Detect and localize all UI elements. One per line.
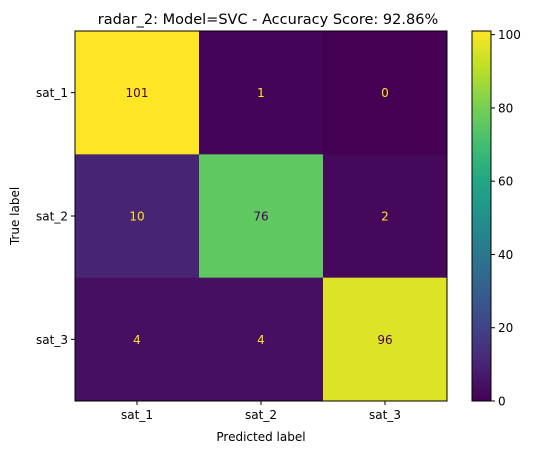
- y-tick-label: sat_3: [36, 333, 68, 347]
- heatmap-cell: [323, 277, 448, 402]
- colorbar-tick-label: 60: [498, 175, 513, 189]
- y-axis-label: True label: [8, 187, 22, 246]
- heatmap-cell: [199, 154, 324, 279]
- heatmap-cell: [199, 31, 324, 155]
- cell-value-label: 4: [257, 333, 265, 347]
- heatmap-cell: [323, 154, 448, 279]
- colorbar: [471, 30, 492, 402]
- cell-value-label: 4: [133, 333, 141, 347]
- heatmap-cell: [75, 154, 200, 279]
- cell-value-label: 76: [253, 210, 268, 224]
- colorbar-tick-label: 80: [498, 101, 513, 115]
- y-tick-label: sat_2: [36, 210, 68, 224]
- cell-value-label: 10: [129, 210, 144, 224]
- cell-value-labels: 101 1 010 76 24 4 96: [126, 86, 393, 347]
- cell-value-label: 2: [381, 210, 389, 224]
- y-axis-ticks: sat_1 sat_2 sat_3: [36, 86, 75, 347]
- heatmap-cell: [75, 277, 200, 402]
- cell-value-label: 0: [381, 86, 389, 100]
- x-tick-label: sat_3: [369, 408, 401, 422]
- cell-value-label: 1: [257, 86, 265, 100]
- cell-value-label: 101: [126, 86, 149, 100]
- x-axis-label: Predicted label: [216, 430, 305, 444]
- cell-value-label: 96: [377, 333, 392, 347]
- heatmap-cell: [199, 277, 324, 402]
- chart-title: radar_2: Model=SVC - Accuracy Score: 92.…: [98, 12, 438, 28]
- colorbar-ticks: 0 20 40 60 80 100: [491, 28, 521, 409]
- colorbar-tick-label: 40: [498, 248, 513, 262]
- colorbar-tick-label: 100: [498, 28, 521, 42]
- colorbar-tick-label: 20: [498, 321, 513, 335]
- x-axis-ticks: sat_1 sat_2 sat_3: [121, 401, 401, 422]
- heatmap-cell: [323, 31, 448, 155]
- heatmap-cell: [75, 31, 200, 155]
- heatmap-cells: [75, 31, 448, 402]
- x-tick-label: sat_2: [245, 408, 277, 422]
- x-tick-label: sat_1: [121, 408, 153, 422]
- y-tick-label: sat_1: [36, 86, 68, 100]
- colorbar-tick-label: 0: [498, 395, 506, 409]
